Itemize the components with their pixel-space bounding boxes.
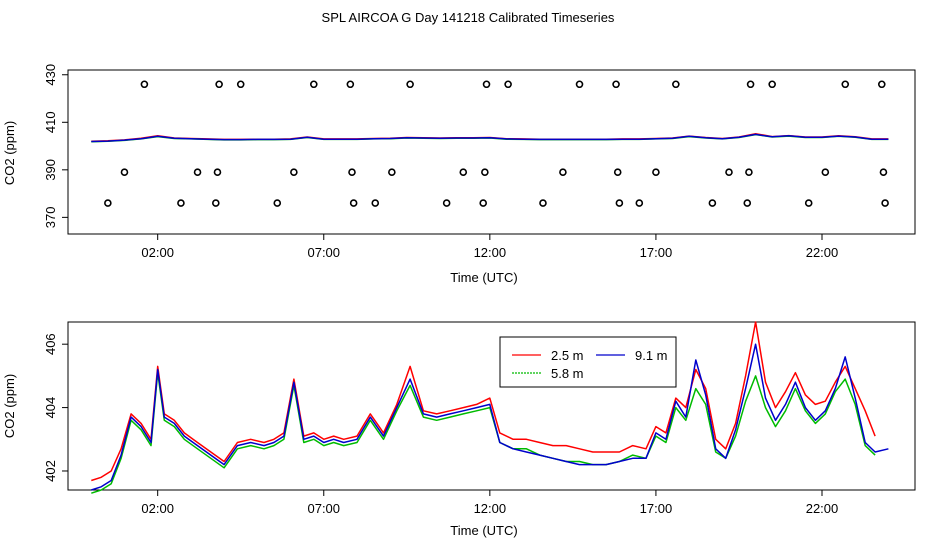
panel-bottom-frame <box>67 321 916 491</box>
marker-point <box>612 80 620 89</box>
marker-point <box>120 168 129 177</box>
marker-point <box>213 168 222 177</box>
legend-label-2-5m: 2.5 m <box>551 348 584 363</box>
legend: 2.5 m 9.1 m 5.8 m <box>499 336 677 388</box>
marker-point <box>481 168 489 177</box>
marker-point <box>708 199 717 207</box>
legend-label-9-1m: 9.1 m <box>635 348 668 363</box>
marker-point <box>821 168 830 177</box>
marker-point <box>346 80 355 89</box>
marker-point <box>177 199 185 207</box>
top-y-axis: 370 390 410 430 <box>43 64 68 228</box>
x-tick-label: 12:00 <box>474 245 507 260</box>
marker-point <box>406 80 414 89</box>
marker-point <box>349 199 358 207</box>
x-tick-label: 02:00 <box>141 501 174 516</box>
marker-point <box>743 199 752 207</box>
series-line-9-1-m <box>91 343 889 491</box>
marker-point <box>841 80 850 89</box>
x-tick-label: 22:00 <box>806 501 839 516</box>
figure-title: SPL AIRCOA G Day 141218 Calibrated Times… <box>322 10 615 25</box>
bottom-series <box>91 321 889 494</box>
x-tick-label: 12:00 <box>474 501 507 516</box>
marker-point <box>290 168 298 177</box>
marker-point <box>768 80 776 89</box>
marker-point <box>273 199 282 207</box>
top-y-axis-label: CO2 (ppm) <box>2 121 17 185</box>
marker-point <box>371 199 380 207</box>
bottom-x-axis-label: Time (UTC) <box>450 523 517 538</box>
x-tick-label: 17:00 <box>640 501 673 516</box>
marker-point <box>348 168 356 177</box>
y-tick-label: 410 <box>43 111 58 133</box>
bottom-y-axis-label: CO2 (ppm) <box>2 374 17 438</box>
marker-point <box>212 199 220 207</box>
legend-label-5-8m: 5.8 m <box>551 366 584 381</box>
marker-point <box>745 168 753 177</box>
y-tick-label: 430 <box>43 64 58 86</box>
marker-point <box>193 168 202 177</box>
marker-point <box>236 80 245 89</box>
marker-point <box>539 199 547 207</box>
y-tick-label: 404 <box>43 397 58 419</box>
legend-box <box>499 336 677 388</box>
marker-point <box>746 80 755 89</box>
top-series <box>91 132 889 143</box>
marker-point <box>559 168 567 177</box>
marker-point <box>879 168 888 177</box>
x-tick-label: 22:00 <box>806 245 839 260</box>
marker-point <box>613 168 622 177</box>
marker-point <box>877 80 886 89</box>
marker-point <box>575 80 584 89</box>
marker-point <box>725 168 733 177</box>
x-tick-label: 07:00 <box>307 245 340 260</box>
marker-point <box>635 199 644 207</box>
marker-point <box>615 199 624 207</box>
y-tick-label: 390 <box>43 159 58 181</box>
marker-point <box>672 80 680 89</box>
panel-bottom: 02:00 07:00 12:00 17:00 22:00 402 404 406 Time… <box>2 321 916 538</box>
marker-point <box>442 199 451 207</box>
y-tick-label: 402 <box>43 460 58 482</box>
marker-point <box>881 199 889 207</box>
marker-point <box>140 80 149 89</box>
panel-top-frame <box>67 69 916 235</box>
top-x-axis-label: Time (UTC) <box>450 270 517 285</box>
marker-point <box>104 199 112 207</box>
panel-top: 02:00 07:00 12:00 17:00 22:00 370 390 410 430 T… <box>2 64 916 285</box>
marker-point <box>479 199 487 207</box>
bottom-x-axis: 02:00 07:00 12:00 17:00 22:00 <box>141 490 838 516</box>
y-tick-label: 406 <box>43 333 58 355</box>
marker-point <box>215 80 223 89</box>
x-tick-label: 17:00 <box>640 245 673 260</box>
marker-point <box>388 168 396 177</box>
x-tick-label: 07:00 <box>307 501 340 516</box>
y-tick-label: 370 <box>43 207 58 229</box>
x-tick-label: 02:00 <box>141 245 174 260</box>
bottom-y-axis: 402 404 406 <box>43 333 68 482</box>
top-markers <box>104 80 889 207</box>
marker-point <box>459 168 468 177</box>
marker-point <box>652 168 660 177</box>
series-line-2 <box>91 133 889 143</box>
marker-point <box>804 199 813 207</box>
series-line-2-5-m <box>91 321 876 482</box>
marker-point <box>482 80 491 89</box>
marker-point <box>309 80 318 89</box>
series-line-5-8-m <box>91 371 876 494</box>
top-x-axis: 02:00 07:00 12:00 17:00 22:00 <box>141 234 838 260</box>
marker-point <box>504 80 512 89</box>
